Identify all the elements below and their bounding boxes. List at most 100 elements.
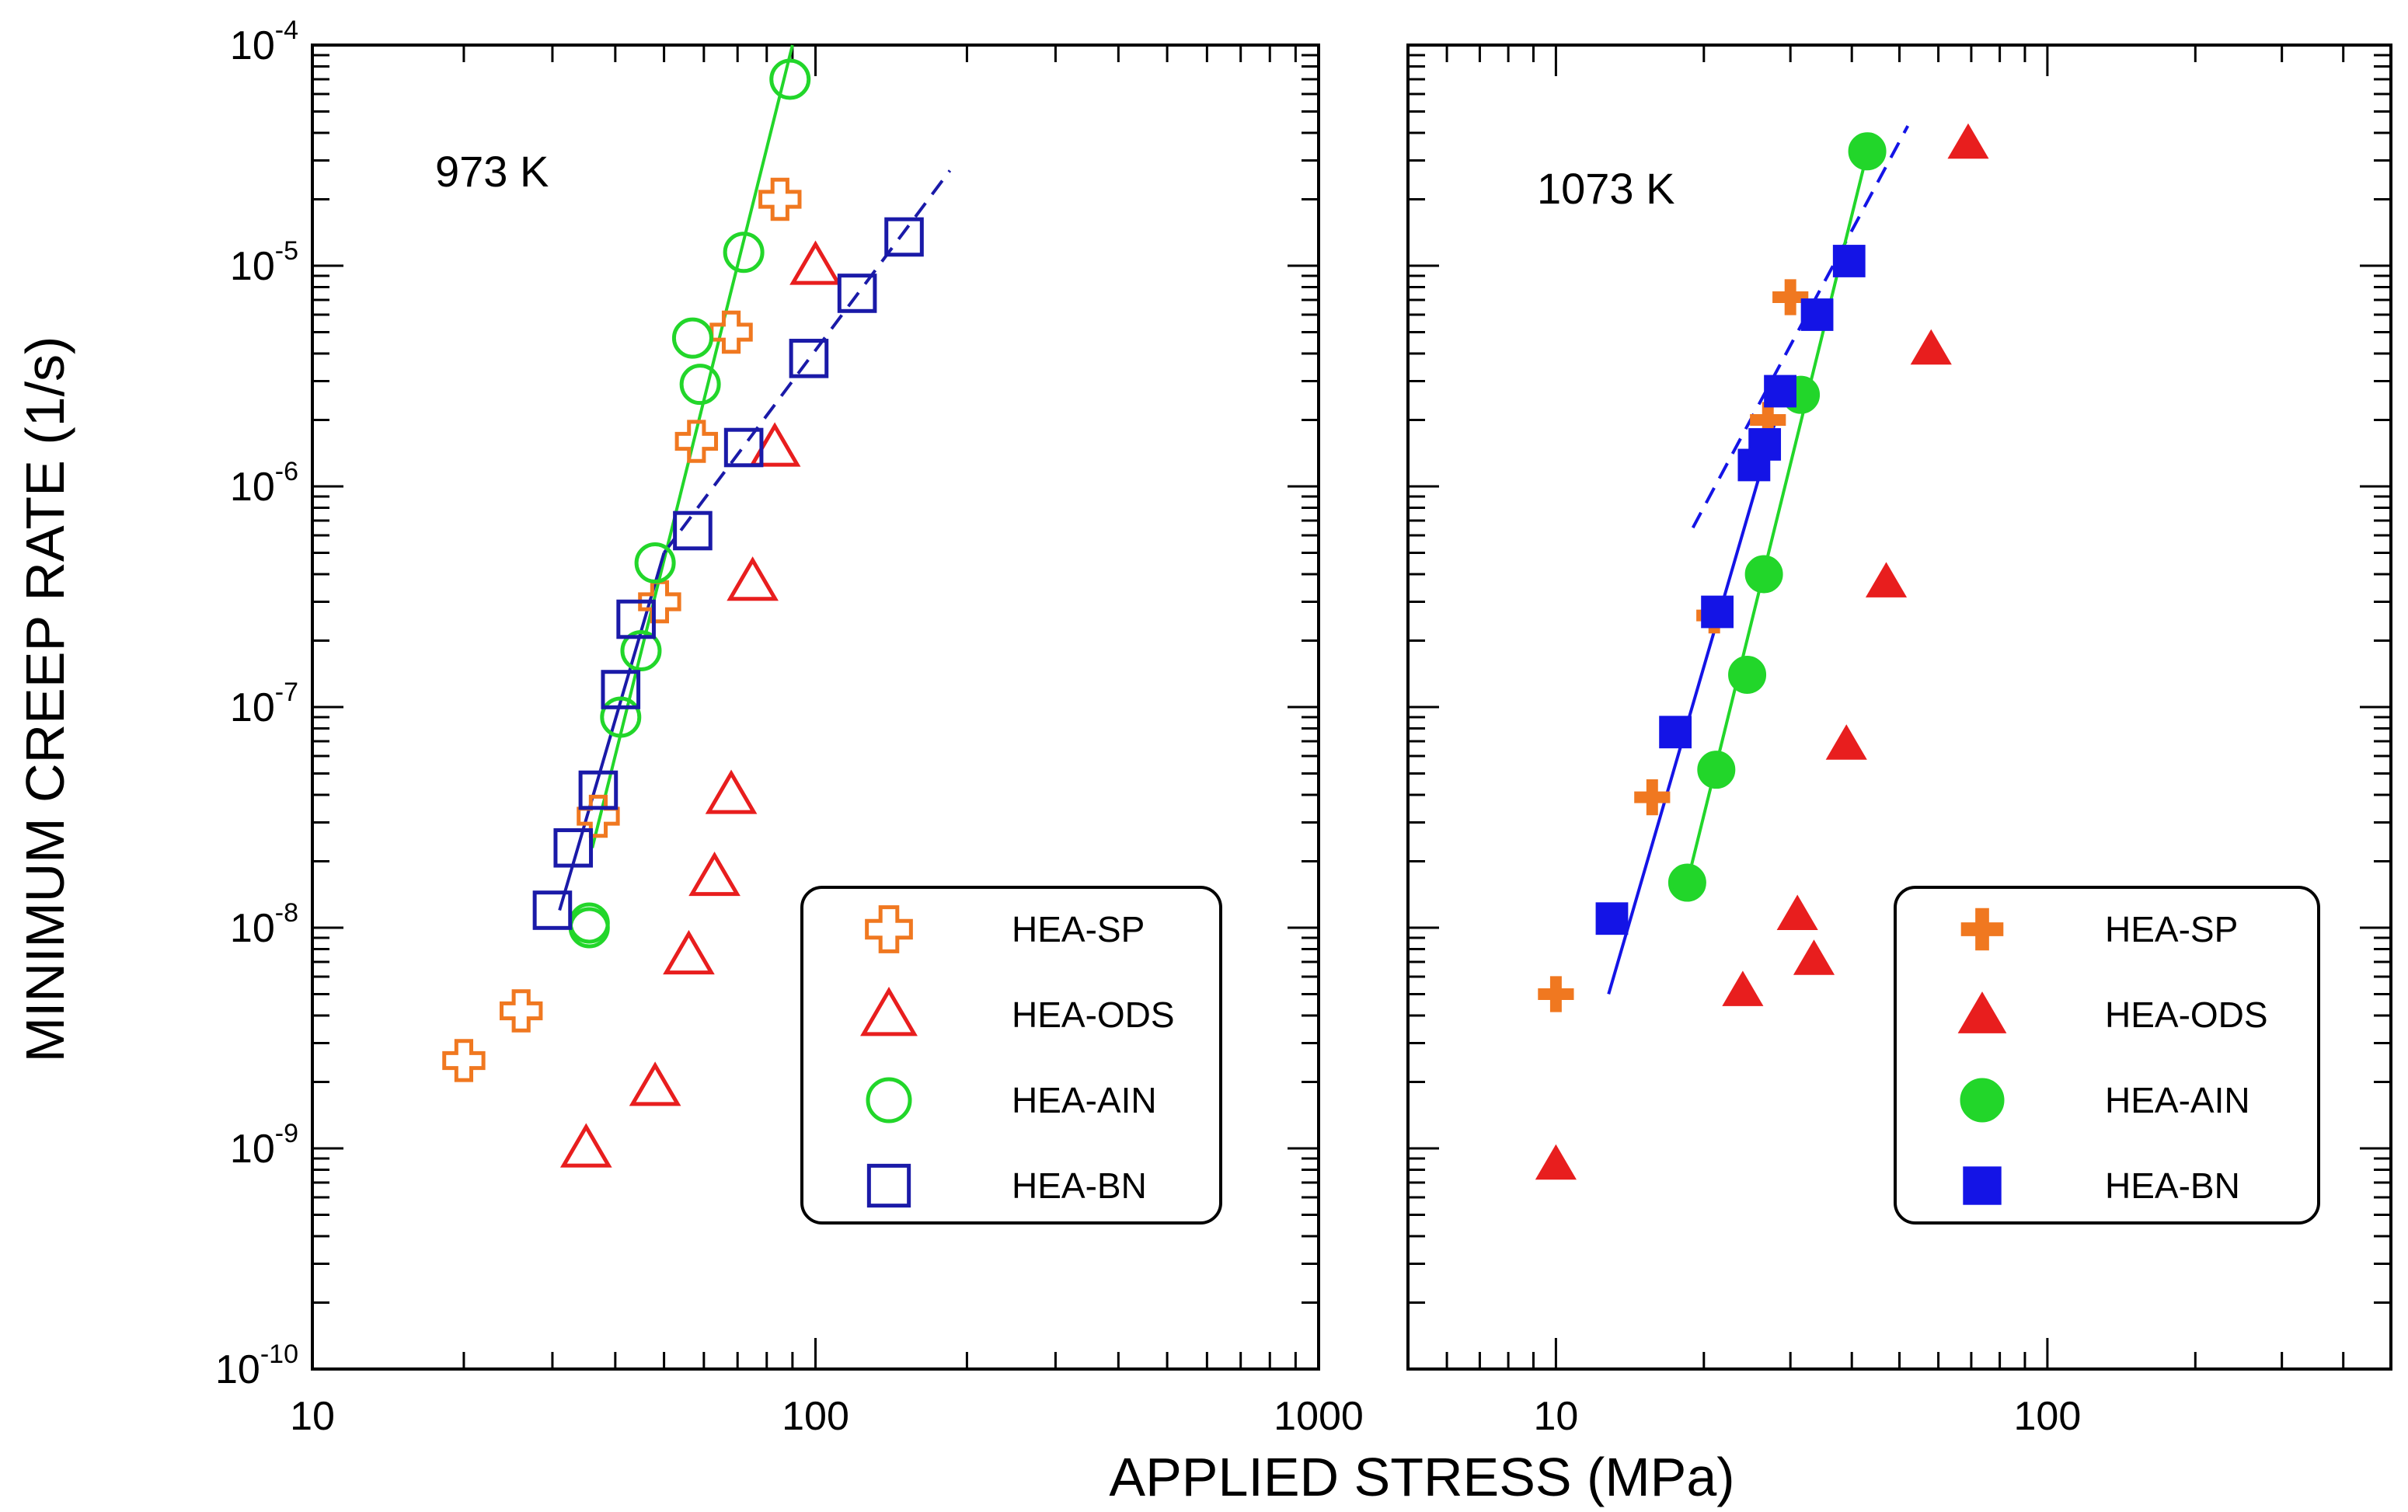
point-bn bbox=[837, 273, 877, 313]
legend-marker-ain bbox=[1960, 1078, 2005, 1123]
legend-label-ods: HEA-ODS bbox=[1012, 995, 1175, 1035]
point-ain bbox=[1697, 751, 1736, 789]
legend-marker-bn bbox=[1963, 1166, 2002, 1205]
point-ain bbox=[1728, 655, 1767, 694]
point-ain bbox=[671, 317, 713, 359]
point-ain bbox=[600, 696, 642, 738]
legend-label-sp: HEA-SP bbox=[1012, 909, 1145, 949]
point-sp bbox=[709, 310, 753, 354]
point-bn bbox=[723, 427, 764, 468]
point-bn bbox=[578, 770, 619, 810]
point-bn bbox=[1800, 298, 1834, 331]
point-ods bbox=[1776, 894, 1818, 931]
point-ain bbox=[620, 630, 662, 672]
legend-marker-ods bbox=[860, 986, 918, 1036]
legend-label-ods: HEA-ODS bbox=[2105, 995, 2268, 1035]
legend-marker-sp bbox=[865, 905, 913, 953]
legend-label-bn: HEA-BN bbox=[2105, 1165, 2240, 1206]
fit-line-bn-dashed bbox=[662, 169, 952, 554]
point-sp bbox=[499, 989, 543, 1033]
series-bn bbox=[532, 217, 924, 930]
point-ods bbox=[1722, 970, 1764, 1006]
x-axis-title: APPLIED STRESS (MPa) bbox=[1109, 1447, 1734, 1507]
point-bn bbox=[1764, 375, 1796, 408]
point-ods bbox=[1947, 123, 1989, 159]
legend-marker-sp bbox=[1960, 908, 2004, 951]
plot-frame bbox=[1406, 44, 2392, 1371]
panel-temperature-label: 1073 K bbox=[1537, 164, 1675, 213]
point-ods bbox=[1535, 1144, 1577, 1180]
legend-box bbox=[1894, 886, 2320, 1225]
point-ain bbox=[1667, 863, 1706, 902]
point-ain bbox=[723, 232, 765, 273]
point-sp bbox=[758, 177, 802, 221]
point-ain bbox=[1744, 555, 1783, 594]
plot-frame bbox=[311, 44, 1320, 1371]
legend-label-ain: HEA-AIN bbox=[1012, 1080, 1157, 1120]
series-bn bbox=[1595, 245, 1866, 935]
y-tick-label: 10-4 bbox=[230, 16, 298, 68]
point-bn bbox=[884, 217, 924, 257]
axis-ticks bbox=[1406, 44, 2392, 1371]
x-tick-label: 10 bbox=[1533, 1394, 1578, 1439]
point-ods bbox=[1793, 939, 1835, 975]
legend-label-ain: HEA-AIN bbox=[2105, 1080, 2250, 1120]
point-ods bbox=[663, 929, 715, 975]
point-bn bbox=[1595, 902, 1629, 935]
y-tick-label: 10-5 bbox=[230, 236, 298, 289]
legend-marker-ain bbox=[866, 1077, 912, 1124]
legend-box bbox=[800, 886, 1222, 1225]
legend-marker-ods bbox=[1957, 991, 2007, 1033]
point-ods bbox=[727, 556, 779, 601]
point-ods bbox=[629, 1061, 681, 1106]
point-ods bbox=[789, 240, 842, 285]
point-bn bbox=[1701, 595, 1734, 629]
point-sp bbox=[674, 420, 719, 463]
point-bn bbox=[1832, 245, 1866, 277]
point-sp bbox=[1750, 402, 1786, 438]
point-ain bbox=[1848, 132, 1887, 171]
fit-line-bn bbox=[1607, 419, 1778, 995]
point-ods bbox=[1910, 329, 1952, 365]
y-tick-label: 10-7 bbox=[230, 678, 298, 730]
legend-label-sp: HEA-SP bbox=[2105, 909, 2238, 949]
series-ain bbox=[568, 58, 811, 949]
x-tick-label: 100 bbox=[782, 1394, 849, 1439]
y-tick-label: 10-10 bbox=[215, 1340, 298, 1392]
y-axis-title: MINIMUM CREEP RATE (1/s) bbox=[15, 336, 75, 1063]
x-tick-label: 10 bbox=[290, 1394, 335, 1439]
point-ods bbox=[748, 422, 801, 467]
point-bn bbox=[789, 339, 829, 378]
point-sp bbox=[1634, 779, 1671, 816]
point-ods bbox=[688, 851, 741, 897]
fit-line-bn-dashed bbox=[1691, 125, 1910, 529]
panel-temperature-label: 973 K bbox=[435, 147, 549, 196]
point-ain bbox=[679, 364, 721, 406]
legend-label-bn: HEA-BN bbox=[1012, 1165, 1147, 1206]
point-ods bbox=[1825, 724, 1867, 760]
x-tick-label: 1000 bbox=[1274, 1394, 1364, 1439]
series-ods bbox=[559, 240, 842, 1168]
fit-line-ain bbox=[591, 44, 794, 848]
series-sp bbox=[442, 177, 802, 1082]
legend: HEA-SP HEA-ODS HEA-AIN HEA-BN bbox=[1894, 886, 2320, 1225]
point-ain bbox=[634, 542, 676, 584]
point-bn bbox=[601, 670, 641, 709]
y-tick-label: 10-9 bbox=[230, 1119, 298, 1172]
x-tick-label: 100 bbox=[2014, 1394, 2082, 1439]
point-sp bbox=[1772, 279, 1809, 315]
point-sp bbox=[1538, 976, 1574, 1012]
point-bn bbox=[1659, 716, 1692, 749]
point-ain bbox=[769, 58, 811, 100]
y-tick-label: 10-6 bbox=[230, 457, 298, 510]
point-bn bbox=[553, 827, 594, 868]
point-ods bbox=[705, 769, 758, 814]
point-bn bbox=[1748, 428, 1782, 461]
point-bn bbox=[532, 890, 573, 930]
panel-1073k: 10 100 1073 K HEA-SP HEA-ODS HEA-AIN HEA-BN bbox=[1406, 44, 2392, 1439]
legend: HEA-SP HEA-ODS HEA-AIN HEA-BN bbox=[800, 886, 1222, 1225]
y-tick-label: 10-8 bbox=[230, 898, 298, 951]
panel-973k: 10 100 1000 10-10 10-9 10-8 10-7 10-6 10-5 10-4 97… bbox=[215, 16, 1364, 1439]
legend-marker-bn bbox=[866, 1163, 911, 1208]
